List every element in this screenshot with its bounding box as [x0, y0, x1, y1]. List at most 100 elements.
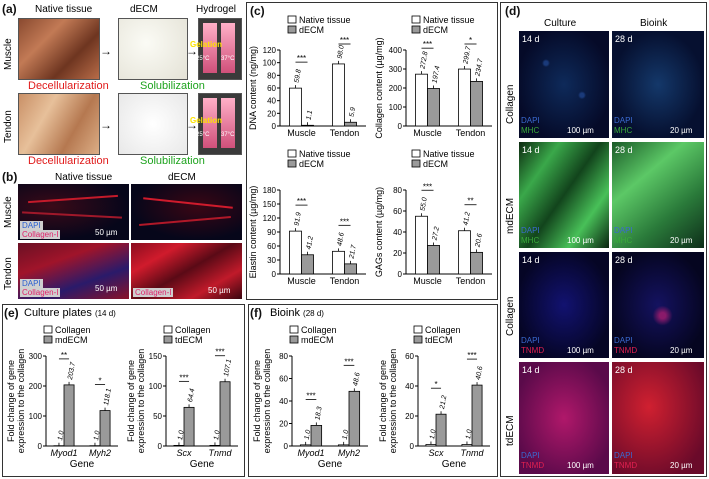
muscle-decm-photo	[118, 18, 188, 80]
d-scale-4: 20 µm	[670, 236, 693, 245]
d-scale-5: 100 µm	[567, 346, 594, 355]
data-label: 91.9	[294, 212, 303, 227]
legend-label: mdECM	[301, 335, 334, 345]
bar	[470, 251, 483, 275]
tendon-native-photo	[18, 93, 100, 155]
a-row-muscle: Muscle	[3, 38, 14, 70]
legend-label: dECM	[423, 159, 448, 169]
bar	[310, 425, 323, 447]
bar	[332, 250, 345, 275]
d-dapi-2: DAPI	[614, 116, 633, 125]
panel-e-frame	[2, 304, 245, 477]
legend-label: Native tissue	[423, 15, 475, 25]
y-tick-label: 120	[263, 214, 277, 223]
sig-label: ***	[467, 351, 476, 360]
legend-swatch	[287, 25, 297, 34]
x-axis-label: Gene	[190, 459, 215, 470]
data-label: 1.0	[213, 430, 222, 441]
data-label: 21.7	[348, 243, 358, 260]
d-scale-8: 20 µm	[670, 461, 693, 470]
y-tick-label: 0	[284, 442, 289, 451]
y-tick-label: 60	[267, 84, 276, 93]
b-muscle-decm-image	[131, 184, 242, 240]
y-tick-label: 60	[393, 207, 402, 216]
bar	[427, 88, 440, 127]
a-col-decm: dECM	[130, 4, 158, 15]
b-dapi-tag-2: DAPI	[20, 279, 43, 288]
legend-swatch	[163, 325, 173, 334]
d-mhc-4: MHC	[614, 236, 633, 245]
d-collagen-mhc-bioink	[612, 31, 704, 138]
legend-swatch	[287, 159, 297, 168]
y-axis-label: Collagen content (µg/mg)	[374, 37, 384, 138]
d-tnmd-2: TNMD	[614, 346, 638, 355]
a-solub-2: Solubilization	[140, 155, 205, 167]
legend-label: dECM	[423, 25, 448, 35]
y-tick-label: 100	[149, 382, 163, 391]
y-tick-label: 60	[405, 352, 414, 361]
d-mhc-3: MHC	[521, 236, 540, 245]
data-label: 55.0	[420, 197, 429, 212]
arrow-icon: →	[100, 44, 112, 58]
y-tick-label: 100	[389, 103, 403, 112]
y-tick-label: 0	[410, 442, 415, 451]
data-label: 98.0	[337, 45, 346, 60]
legend-swatch	[289, 335, 299, 344]
y-tick-label: 50	[153, 412, 162, 421]
d-row-2: mdECM	[505, 197, 516, 234]
d-tnmd-3: TNMD	[521, 461, 545, 470]
data-label: 27.2	[431, 226, 440, 242]
b-dapi-tag-1: DAPI	[20, 221, 43, 230]
d-dapi-3: DAPI	[521, 226, 540, 235]
d-tnmd-4: TNMD	[614, 461, 638, 470]
legend-label: Native tissue	[423, 149, 475, 159]
legend-swatch	[411, 15, 421, 24]
legend-label: tdECM	[425, 335, 453, 345]
bar	[458, 68, 471, 127]
y-axis-label: DNA content (ng/mg)	[248, 46, 258, 130]
b-col-native: Native tissue	[55, 172, 113, 183]
d-dapi-5: DAPI	[521, 336, 540, 345]
d-day-7: 14 d	[522, 365, 540, 375]
a-solub-1: Solubilization	[140, 80, 205, 92]
panel-c-charts: 0 20 40 60 80 100 120 DNA content (ng/mg) Native…	[248, 15, 492, 286]
f-myo-chart: 0 20 40 60 80 Fold change of geneexpression t…	[252, 325, 368, 470]
bar	[415, 215, 428, 275]
y-axis-label: Fold change of geneexpression to the col…	[6, 349, 26, 454]
d-row-1: Collagen	[505, 84, 516, 124]
d-scale-3: 100 µm	[567, 236, 594, 245]
arrow-icon: →	[100, 118, 112, 132]
data-label: 1.0	[429, 429, 438, 440]
data-label: 41.2	[306, 235, 315, 250]
data-label: 1.0	[93, 430, 102, 441]
panel-c-frame	[246, 2, 498, 300]
y-tick-label: 100	[263, 59, 277, 68]
sig-label: **	[467, 197, 473, 206]
a-decell-1: Decellularization	[28, 80, 109, 92]
data-label: 203.7	[67, 361, 77, 382]
d-scale-1: 100 µm	[567, 126, 594, 135]
y-tick-label: 0	[272, 122, 277, 131]
data-label: 299.7	[462, 45, 472, 66]
f-ten-chart: 0 20 40 60 Fold change of geneexpression to …	[378, 325, 490, 470]
data-label: 1.1	[306, 110, 315, 121]
legend-label: Collagen	[55, 325, 91, 335]
x-tick-label: Muscle	[413, 276, 442, 286]
data-label: 48.6	[337, 232, 346, 247]
y-tick-label: 200	[29, 382, 43, 391]
sig-label: ***	[423, 182, 432, 191]
y-tick-label: 0	[38, 442, 43, 451]
a-t25-2: 25°C	[196, 132, 210, 138]
legend-label: Native tissue	[299, 149, 351, 159]
dna-chart: 0 20 40 60 80 100 120 DNA content (ng/mg) Native…	[248, 15, 366, 138]
y-tick-label: 300	[389, 65, 403, 74]
bar	[471, 384, 483, 447]
legend-label: dECM	[299, 25, 324, 35]
bar	[183, 406, 195, 447]
x-tick-label: Myh2	[338, 448, 360, 458]
x-axis-label: Gene	[70, 459, 95, 470]
bar	[427, 245, 440, 275]
d-mhc-1: MHC	[521, 126, 540, 135]
panel-b-label: (b)	[2, 170, 18, 184]
a-decell-2: Decellularization	[28, 155, 109, 167]
